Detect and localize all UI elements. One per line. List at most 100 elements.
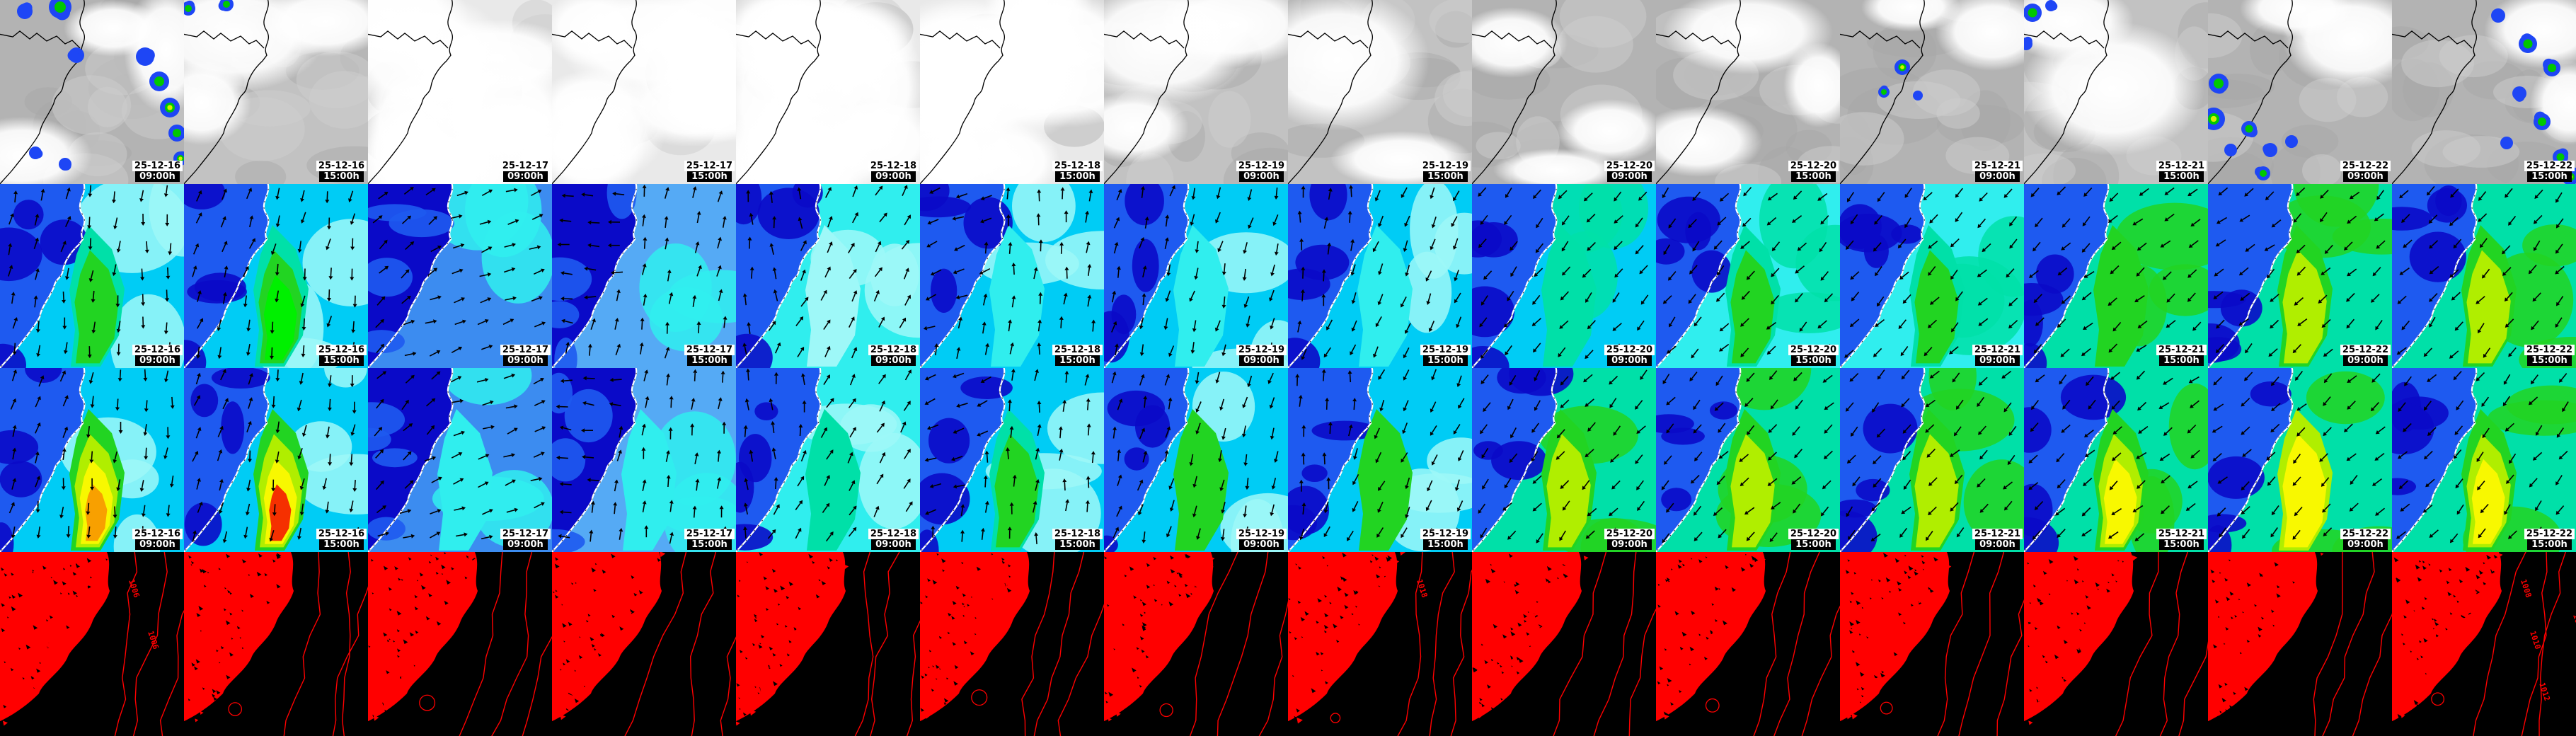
timestamp-label: 25-12-21 15:00h [2156, 345, 2207, 366]
pressure-tile[interactable] [1472, 552, 1656, 736]
wind-field-b-tile[interactable]: 25-12-22 15:00h [2392, 368, 2576, 552]
satellite-tile[interactable]: 25-12-21 15:00h [2024, 0, 2208, 184]
wind-field-b-tile[interactable]: 25-12-22 09:00h [2208, 368, 2392, 552]
map-image [2392, 0, 2576, 184]
satellite-tile[interactable]: 25-12-18 15:00h [920, 0, 1104, 184]
wind-field-b-tile[interactable]: 25-12-17 09:00h [368, 368, 552, 552]
satellite-tile[interactable]: 25-12-16 15:00h [184, 0, 368, 184]
wind-field-b-tile[interactable]: 25-12-18 15:00h [920, 368, 1104, 552]
timestamp-label: 25-12-22 15:00h [2524, 345, 2575, 366]
timestamp-label: 25-12-16 09:00h [132, 345, 183, 366]
timestamp-label: 25-12-18 15:00h [1052, 345, 1103, 366]
map-image [736, 0, 920, 184]
tile-date: 25-12-16 [132, 345, 183, 355]
pressure-tile[interactable] [2024, 552, 2208, 736]
tile-date: 25-12-21 [2156, 161, 2207, 171]
tile-time: 15:00h [1423, 539, 1468, 550]
timestamp-label: 25-12-20 15:00h [1788, 345, 1839, 366]
satellite-tile[interactable]: 25-12-17 09:00h [368, 0, 552, 184]
pressure-tile[interactable] [920, 552, 1104, 736]
wind-field-a-tile[interactable]: 25-12-20 09:00h [1472, 184, 1656, 368]
pressure-tile[interactable] [1840, 552, 2024, 736]
tile-date: 25-12-18 [1052, 529, 1103, 539]
wind-field-a-tile[interactable]: 25-12-17 09:00h [368, 184, 552, 368]
wind-field-a-tile[interactable]: 25-12-18 09:00h [736, 184, 920, 368]
tile-time: 09:00h [1607, 355, 1652, 366]
wind-field-a-tile[interactable]: 25-12-16 15:00h [184, 184, 368, 368]
wind-field-a-tile[interactable]: 25-12-20 15:00h [1656, 184, 1840, 368]
map-image [1288, 368, 1472, 552]
wind-field-a-tile[interactable]: 25-12-21 15:00h [2024, 184, 2208, 368]
wind-field-b-tile[interactable]: 25-12-19 15:00h [1288, 368, 1472, 552]
tile-date: 25-12-17 [684, 345, 735, 355]
timestamp-label: 25-12-17 15:00h [684, 345, 735, 366]
wind-field-b-tile[interactable]: 25-12-17 15:00h [552, 368, 736, 552]
timestamp-label: 25-12-21 15:00h [2156, 529, 2207, 550]
satellite-tile[interactable]: 25-12-21 09:00h [1840, 0, 2024, 184]
wind-field-b-tile[interactable]: 25-12-16 15:00h [184, 368, 368, 552]
map-image [1472, 184, 1656, 368]
wind-field-a-tile[interactable]: 25-12-18 15:00h [920, 184, 1104, 368]
wind-field-a-tile[interactable]: 25-12-19 09:00h [1104, 184, 1288, 368]
pressure-tile[interactable] [184, 552, 368, 736]
wind-field-a-tile[interactable]: 25-12-19 15:00h [1288, 184, 1472, 368]
pressure-tile[interactable] [552, 552, 736, 736]
map-image [2024, 552, 2208, 736]
tile-date: 25-12-18 [868, 529, 919, 539]
satellite-tile[interactable]: 25-12-16 09:00h [0, 0, 184, 184]
wind-field-a-tile[interactable]: 25-12-21 09:00h [1840, 184, 2024, 368]
tile-time: 09:00h [1975, 171, 2020, 182]
pressure-tile[interactable] [736, 552, 920, 736]
satellite-tile[interactable]: 25-12-18 09:00h [736, 0, 920, 184]
map-image [920, 184, 1104, 368]
satellite-tile[interactable]: 25-12-20 15:00h [1656, 0, 1840, 184]
wind-field-b-tile[interactable]: 25-12-20 09:00h [1472, 368, 1656, 552]
satellite-tile[interactable]: 25-12-22 09:00h [2208, 0, 2392, 184]
wind-field-b-tile[interactable]: 25-12-21 09:00h [1840, 368, 2024, 552]
wind-field-a-tile[interactable]: 25-12-22 09:00h [2208, 184, 2392, 368]
timestamp-label: 25-12-22 09:00h [2340, 345, 2391, 366]
tile-date: 25-12-17 [684, 529, 735, 539]
tile-date: 25-12-18 [868, 161, 919, 171]
wind-field-b-tile[interactable]: 25-12-16 09:00h [0, 368, 184, 552]
satellite-tile[interactable]: 25-12-17 15:00h [552, 0, 736, 184]
satellite-tile[interactable]: 25-12-20 09:00h [1472, 0, 1656, 184]
satellite-tile[interactable]: 25-12-22 15:00h [2392, 0, 2576, 184]
pressure-tile[interactable] [1104, 552, 1288, 736]
map-image [552, 368, 736, 552]
wind-field-b-tile[interactable]: 25-12-19 09:00h [1104, 368, 1288, 552]
pressure-tile[interactable] [368, 552, 552, 736]
wind-field-a-tile[interactable]: 25-12-16 09:00h [0, 184, 184, 368]
tile-time: 15:00h [687, 539, 732, 550]
tile-date: 25-12-18 [1052, 345, 1103, 355]
wind-field-a-tile[interactable]: 25-12-22 15:00h [2392, 184, 2576, 368]
pressure-tile[interactable]: 1006 1006 [0, 552, 184, 736]
wind-field-b-tile[interactable]: 25-12-18 09:00h [736, 368, 920, 552]
wind-field-a-tile[interactable]: 25-12-17 15:00h [552, 184, 736, 368]
tile-date: 25-12-22 [2524, 345, 2575, 355]
tile-time: 15:00h [687, 171, 732, 182]
timestamp-label: 25-12-17 09:00h [500, 345, 551, 366]
timestamp-label: 25-12-18 09:00h [868, 529, 919, 550]
timestamp-label: 25-12-20 09:00h [1604, 161, 1655, 182]
tile-date: 25-12-19 [1236, 529, 1287, 539]
pressure-tile[interactable] [2208, 552, 2392, 736]
satellite-tile[interactable]: 25-12-19 15:00h [1288, 0, 1472, 184]
map-image [920, 0, 1104, 184]
map-image [1656, 184, 1840, 368]
tile-date: 25-12-19 [1420, 345, 1471, 355]
wind-field-b-tile[interactable]: 25-12-21 15:00h [2024, 368, 2208, 552]
pressure-tile[interactable]: 1018 [1288, 552, 1472, 736]
satellite-tile[interactable]: 25-12-19 09:00h [1104, 0, 1288, 184]
map-image [1104, 368, 1288, 552]
wind-field-b-tile[interactable]: 25-12-20 15:00h [1656, 368, 1840, 552]
map-image [1840, 368, 2024, 552]
timestamp-label: 25-12-18 15:00h [1052, 529, 1103, 550]
tile-time: 15:00h [2527, 539, 2572, 550]
map-image [920, 552, 1104, 736]
timestamp-label: 25-12-16 09:00h [132, 529, 183, 550]
map-image [0, 368, 184, 552]
pressure-tile[interactable] [1656, 552, 1840, 736]
timestamp-label: 25-12-19 15:00h [1420, 345, 1471, 366]
pressure-tile[interactable]: 10081010101210141016 [2392, 552, 2576, 736]
